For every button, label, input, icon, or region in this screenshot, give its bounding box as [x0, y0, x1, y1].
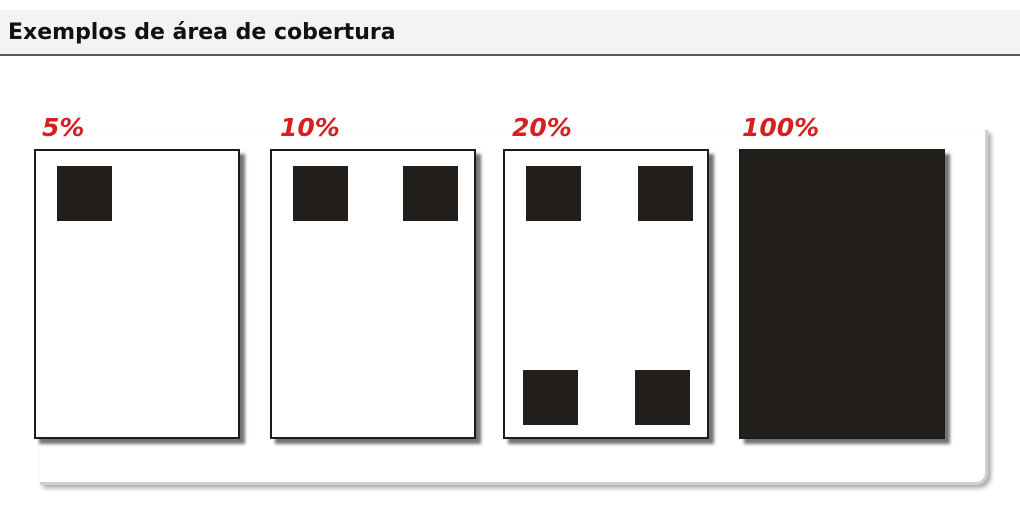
ink-block: [523, 370, 578, 425]
coverage-label-10: 10%: [280, 113, 340, 142]
ink-block: [57, 166, 112, 221]
ink-block: [403, 166, 458, 221]
section-title: Exemplos de área de cobertura: [8, 20, 396, 45]
page-10-percent: [270, 149, 476, 439]
page-100-percent: [739, 149, 945, 439]
ink-block: [293, 166, 348, 221]
coverage-label-5: 5%: [42, 113, 85, 142]
ink-block: [635, 370, 690, 425]
page-20-percent: [503, 149, 709, 439]
examples-panel: [40, 130, 988, 485]
ink-block: [526, 166, 581, 221]
page-5-percent: [34, 149, 240, 439]
section-header: Exemplos de área de cobertura: [0, 10, 1020, 56]
ink-block: [638, 166, 693, 221]
coverage-label-100: 100%: [742, 113, 820, 142]
coverage-label-20: 20%: [512, 113, 572, 142]
